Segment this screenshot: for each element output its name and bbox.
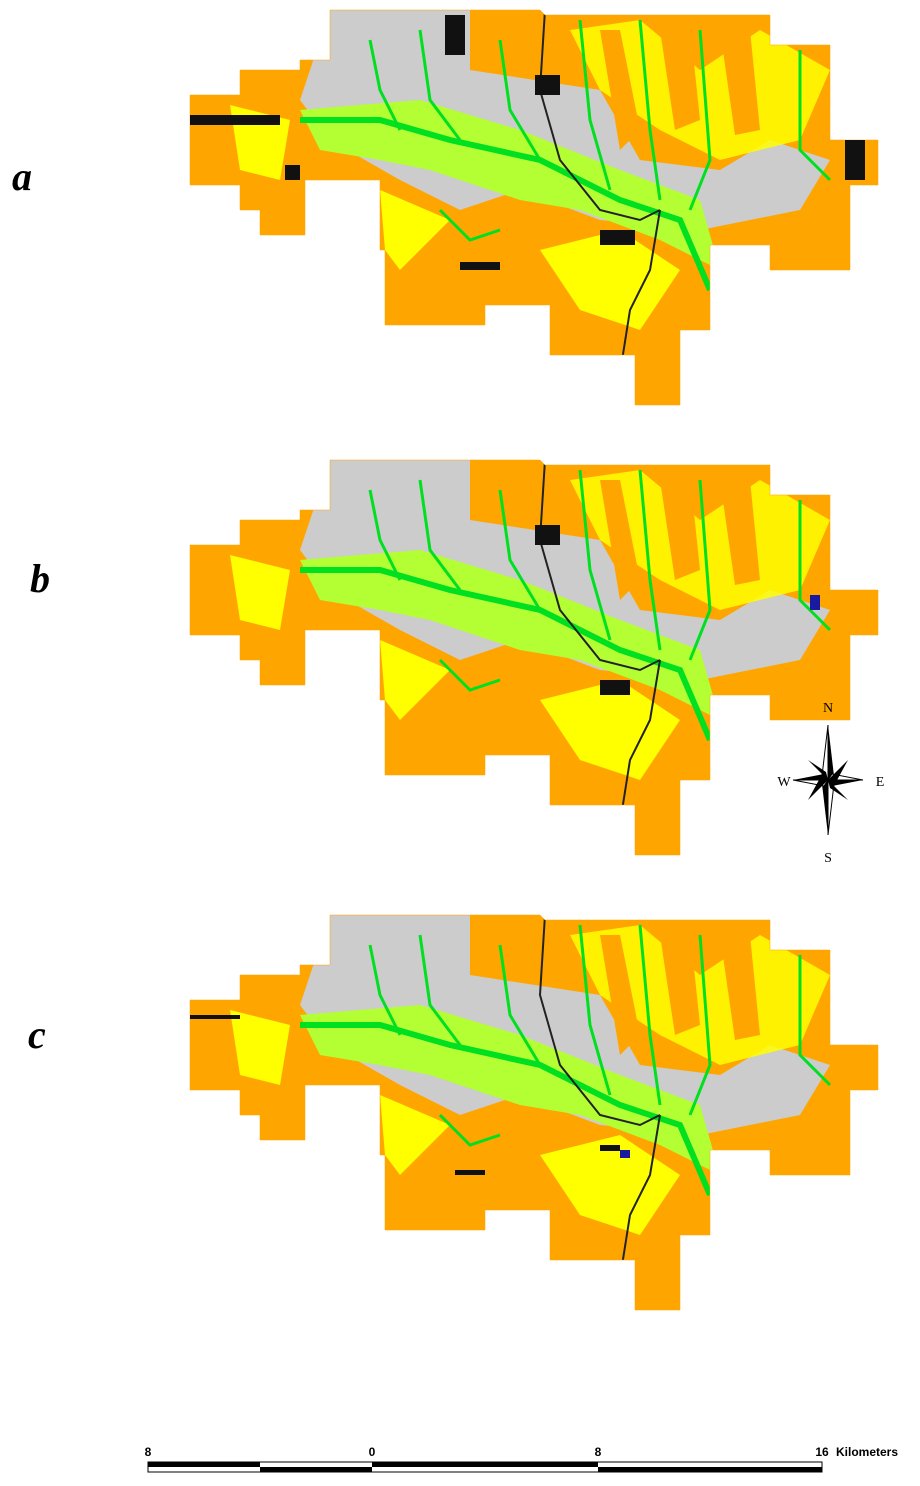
scale-unit: Kilometers (836, 1445, 898, 1459)
scale-label: 0 (369, 1445, 376, 1459)
compass-e: E (876, 775, 885, 790)
map-a (180, 10, 890, 410)
compass-w: W (777, 775, 791, 790)
panel-label: b (30, 556, 50, 601)
compass: N S W E (777, 701, 884, 866)
compass-n: N (823, 701, 833, 716)
scale-bar: 8 0 8 16 Kilometers (145, 1445, 899, 1472)
scale-label: 8 (595, 1445, 602, 1459)
scale-label: 16 (815, 1445, 829, 1459)
scale-label: 8 (145, 1445, 152, 1459)
map-b (180, 460, 890, 860)
panel-label: c (28, 1012, 46, 1057)
figure: a b c N S W E 8 0 8 16 Kilometers (0, 0, 920, 1486)
compass-s: S (824, 851, 832, 866)
panel-label: a (12, 154, 32, 199)
map-c (180, 915, 890, 1315)
